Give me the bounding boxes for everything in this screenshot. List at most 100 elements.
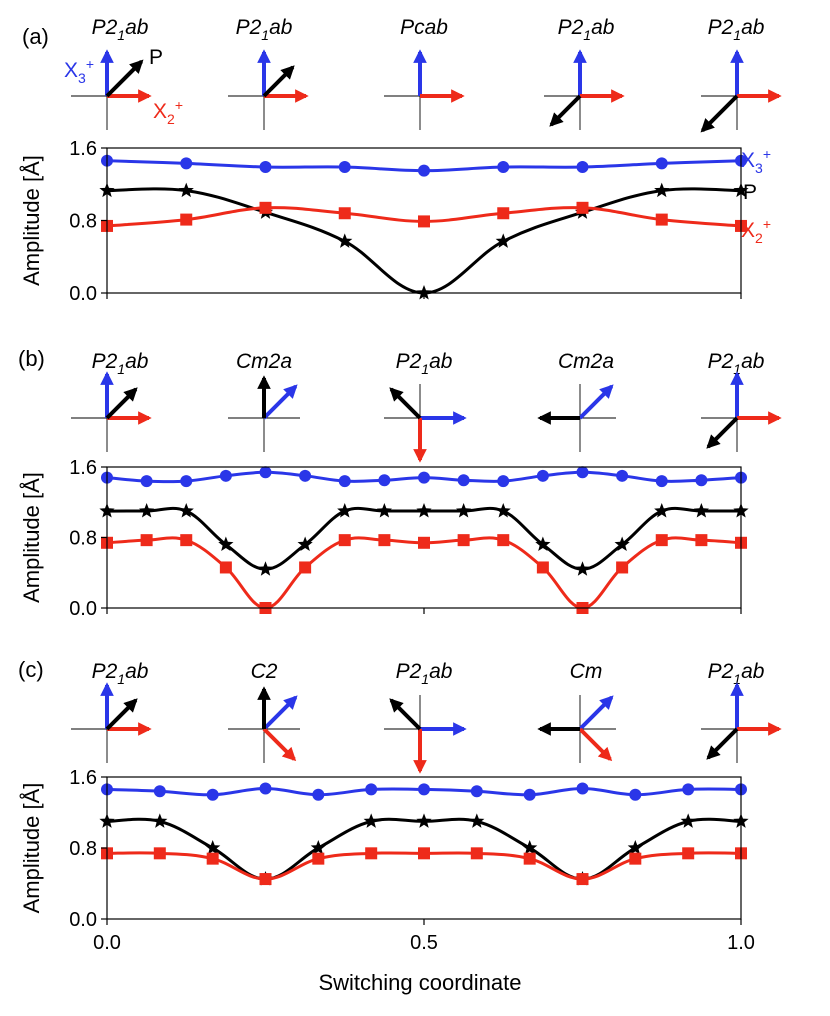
p-arrow [105, 387, 138, 420]
data-point [180, 157, 193, 170]
arrow-diagram [701, 682, 782, 763]
data-point [456, 503, 472, 518]
data-point [418, 536, 430, 549]
diagram-x2-label: X2+ [153, 97, 183, 127]
p-arrow [105, 59, 144, 98]
y-tick-label: 1.6 [69, 138, 97, 160]
data-point [337, 233, 353, 248]
arrow-diagram [384, 384, 467, 463]
data-point [655, 213, 668, 226]
data-point [497, 534, 510, 547]
data-point [312, 852, 325, 865]
data-point [523, 852, 536, 865]
data-point [376, 503, 392, 518]
data-point [616, 469, 629, 482]
data-point [695, 474, 708, 487]
y-tick-label: 1.6 [69, 457, 97, 479]
data-point [576, 782, 589, 795]
y-tick-label: 1.6 [69, 767, 97, 789]
data-point [140, 475, 153, 488]
arrow-diagram [71, 682, 152, 763]
x3-arrow [578, 695, 614, 731]
arrow-diagram [701, 371, 782, 452]
p-arrow [706, 727, 739, 760]
y-tick-label: 0.8 [69, 528, 97, 550]
arrow-diagram [537, 695, 616, 763]
data-point [418, 471, 430, 484]
panel-label-c: (c) [18, 657, 44, 682]
data-point [576, 466, 589, 479]
data-point [680, 813, 696, 828]
data-point [206, 852, 219, 865]
data-point [469, 813, 485, 828]
data-point [219, 561, 232, 574]
xtick-label-0: 0.0 [93, 932, 121, 954]
data-point [259, 782, 272, 795]
data-point [257, 561, 274, 576]
data-point [299, 561, 312, 574]
y-axis-label: Amplitude [Å] [19, 472, 44, 603]
phase-label: P21ab [396, 660, 453, 687]
data-point [629, 852, 642, 865]
xtick-label-1: 0.5 [410, 932, 438, 954]
data-point [535, 536, 551, 552]
phase-label: Pcab [400, 16, 448, 39]
p-arrow [389, 387, 422, 420]
data-point [497, 161, 510, 174]
data-point [629, 788, 642, 801]
data-point [576, 161, 589, 174]
data-point [457, 534, 470, 547]
data-point [655, 534, 668, 547]
data-point [153, 847, 166, 860]
phase-label: Cm2a [558, 350, 614, 373]
x2-arrow [262, 727, 297, 762]
x2-arrow [578, 727, 613, 762]
data-point [418, 215, 430, 228]
data-point [378, 474, 391, 487]
arrow-diagram [384, 695, 467, 774]
data-point [418, 783, 430, 796]
data-point [312, 788, 325, 801]
data-point [457, 474, 470, 487]
data-point [416, 503, 432, 518]
phase-label: P21ab [708, 16, 765, 43]
p-arrow [700, 94, 739, 133]
y-tick-label: 0.8 [69, 838, 97, 860]
plots: 0.0 0.8 1.6 Amplitude [Å] 0.0 0.8 1.6 Amplitude… [19, 138, 749, 931]
y-tick-label: 0.0 [69, 598, 97, 620]
data-point [259, 873, 272, 886]
data-point [574, 561, 591, 576]
data-point [153, 785, 166, 798]
data-point [655, 475, 668, 488]
data-point [378, 534, 391, 547]
data-point [522, 840, 538, 855]
data-point [495, 233, 511, 248]
x3-arrow [262, 695, 298, 731]
x-axis-label: Switching coordinate [318, 970, 521, 995]
data-point [259, 161, 272, 174]
data-point [363, 813, 379, 828]
phase-label: P21ab [558, 16, 615, 43]
data-point [416, 285, 432, 300]
diagram-p-label: P [149, 46, 163, 69]
data-point [338, 207, 351, 220]
arrow-diagram [544, 49, 625, 130]
legend-x3: X3+ [741, 146, 771, 176]
y-tick-label: 0.0 [69, 909, 97, 931]
p-arrow [706, 416, 739, 449]
data-point [536, 469, 549, 482]
arrow-diagram [71, 371, 152, 452]
data-point [297, 536, 313, 552]
data-point [180, 534, 193, 547]
y-axis-label: Amplitude [Å] [19, 155, 44, 286]
data-point [365, 783, 378, 796]
data-point [695, 534, 708, 547]
phase-label: Cm2a [236, 350, 292, 373]
data-point [206, 788, 219, 801]
x3-arrow [578, 384, 614, 420]
data-point [497, 207, 510, 220]
plot-panel: 0.0 0.8 1.6 Amplitude [Å] [19, 457, 749, 620]
y-tick-label: 0.8 [69, 211, 97, 233]
data-point [180, 475, 193, 488]
